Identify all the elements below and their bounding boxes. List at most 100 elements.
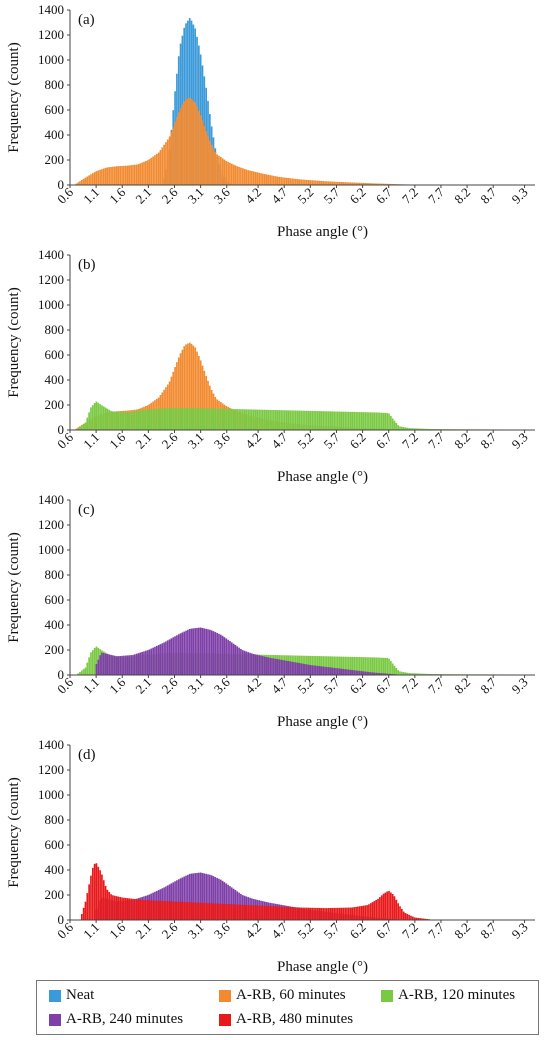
bar	[315, 907, 317, 920]
x-tick-label: 9.3	[509, 675, 531, 697]
bar	[333, 411, 336, 430]
bar	[210, 903, 213, 920]
bar	[243, 904, 246, 920]
bar	[274, 658, 277, 675]
bar	[379, 897, 381, 920]
legend-swatch-rb480	[219, 1013, 231, 1026]
bar	[252, 409, 255, 430]
bar	[395, 899, 398, 920]
x-tick-label: 8.2	[451, 675, 473, 697]
bar	[402, 911, 405, 920]
y-tick-label: 1200	[38, 272, 64, 287]
bar	[141, 162, 143, 185]
bar	[104, 653, 107, 675]
bar	[329, 181, 332, 185]
x-tick-label: 7.7	[425, 674, 447, 696]
x-tick-label: 1.6	[106, 184, 128, 206]
bar	[395, 667, 398, 675]
bar	[112, 166, 114, 185]
bar	[134, 411, 136, 430]
bar	[287, 178, 290, 185]
bar	[360, 905, 363, 920]
x-tick-label: 2.6	[159, 674, 181, 696]
bar	[428, 673, 431, 675]
bar	[176, 117, 178, 185]
bar	[166, 901, 169, 920]
bar	[340, 411, 343, 430]
bar	[282, 410, 284, 430]
bar	[309, 907, 312, 920]
bar	[163, 144, 165, 185]
y-tick-label: 800	[45, 322, 65, 337]
bar	[95, 863, 98, 920]
series-rb240	[95, 627, 403, 675]
x-tick-label: 5.2	[294, 920, 316, 942]
y-tick-label: 1200	[38, 27, 64, 42]
bar	[126, 412, 129, 430]
bar	[177, 879, 180, 920]
bar	[80, 913, 83, 920]
bar	[326, 411, 328, 430]
bar	[256, 409, 259, 430]
bar	[82, 178, 85, 185]
bar	[324, 908, 326, 920]
bar	[271, 175, 273, 185]
bar	[265, 409, 268, 430]
bar	[121, 165, 123, 185]
bar	[79, 426, 81, 430]
bar	[390, 673, 392, 675]
bar	[207, 380, 209, 430]
bar	[327, 667, 330, 675]
bar	[198, 110, 200, 185]
bar	[391, 418, 394, 430]
x-tick-label: 5.2	[294, 675, 316, 697]
y-tick-label: 1000	[38, 52, 64, 67]
bar	[417, 917, 420, 920]
bar	[207, 874, 209, 920]
bar	[254, 654, 257, 675]
bar	[283, 906, 286, 920]
bar	[320, 180, 323, 185]
bar	[271, 906, 273, 920]
bar	[192, 345, 195, 430]
legend-item-rb240: A-RB, 240 minutes	[49, 1011, 183, 1028]
bar	[358, 412, 361, 430]
bar	[411, 673, 414, 675]
bar	[379, 673, 381, 675]
x-tick-label: 6.7	[373, 184, 395, 206]
bar	[331, 907, 334, 920]
bar	[362, 905, 365, 920]
bar	[280, 906, 282, 920]
bar	[294, 178, 297, 185]
bar	[384, 412, 387, 430]
bar	[150, 409, 153, 430]
bar	[353, 670, 356, 675]
x-tick-label: 6.7	[373, 674, 395, 696]
bar	[124, 165, 127, 185]
x-tick-label: 8.7	[477, 674, 499, 696]
bar	[141, 410, 143, 430]
bar	[163, 901, 165, 920]
bar	[360, 671, 363, 675]
bar	[166, 408, 169, 430]
bar	[205, 408, 207, 430]
bar	[265, 174, 268, 185]
bar	[315, 411, 317, 430]
bar	[272, 175, 275, 185]
bar	[168, 901, 171, 920]
bar	[132, 411, 134, 430]
bar	[143, 651, 145, 675]
bar	[384, 183, 387, 185]
bar	[113, 655, 116, 675]
bar	[318, 666, 321, 675]
x-tick-label: 9.3	[509, 430, 531, 452]
bar	[280, 659, 282, 675]
bar	[126, 655, 129, 675]
bar	[340, 668, 343, 675]
bar	[221, 880, 224, 920]
bar	[335, 181, 337, 185]
bar	[278, 906, 281, 920]
bar	[88, 412, 90, 430]
bar	[326, 908, 328, 920]
bar	[102, 406, 105, 430]
